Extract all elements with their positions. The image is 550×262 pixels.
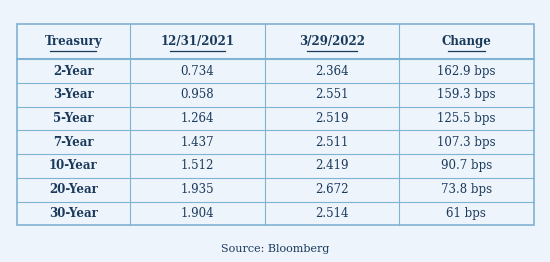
Text: 73.8 bps: 73.8 bps (441, 183, 492, 196)
Text: 1.904: 1.904 (180, 207, 214, 220)
Text: 2.419: 2.419 (315, 160, 349, 172)
Text: 2.514: 2.514 (315, 207, 349, 220)
Text: 3/29/2022: 3/29/2022 (299, 35, 365, 48)
Text: 30-Year: 30-Year (49, 207, 98, 220)
Text: 1.264: 1.264 (181, 112, 214, 125)
Text: 1.437: 1.437 (180, 136, 214, 149)
Text: 10-Year: 10-Year (49, 160, 98, 172)
Text: Treasury: Treasury (45, 35, 102, 48)
Text: Source: Bloomberg: Source: Bloomberg (221, 244, 329, 254)
Text: 7-Year: 7-Year (53, 136, 94, 149)
Text: Change: Change (441, 35, 491, 48)
Text: 5-Year: 5-Year (53, 112, 94, 125)
Text: 2.672: 2.672 (315, 183, 349, 196)
Text: 159.3 bps: 159.3 bps (437, 88, 496, 101)
Text: 125.5 bps: 125.5 bps (437, 112, 496, 125)
Text: 2.519: 2.519 (315, 112, 349, 125)
Text: 61 bps: 61 bps (447, 207, 486, 220)
Text: 90.7 bps: 90.7 bps (441, 160, 492, 172)
Text: 107.3 bps: 107.3 bps (437, 136, 496, 149)
Text: 1.935: 1.935 (180, 183, 214, 196)
Text: 1.512: 1.512 (181, 160, 214, 172)
Text: 0.958: 0.958 (180, 88, 214, 101)
Text: 12/31/2021: 12/31/2021 (161, 35, 234, 48)
Text: 2.511: 2.511 (315, 136, 349, 149)
Text: 20-Year: 20-Year (49, 183, 98, 196)
Bar (16, 24, 534, 225)
Text: 0.734: 0.734 (180, 64, 214, 78)
Text: 2.364: 2.364 (315, 64, 349, 78)
Text: 2.551: 2.551 (315, 88, 349, 101)
Text: 2-Year: 2-Year (53, 64, 94, 78)
Text: 3-Year: 3-Year (53, 88, 94, 101)
Text: 162.9 bps: 162.9 bps (437, 64, 496, 78)
